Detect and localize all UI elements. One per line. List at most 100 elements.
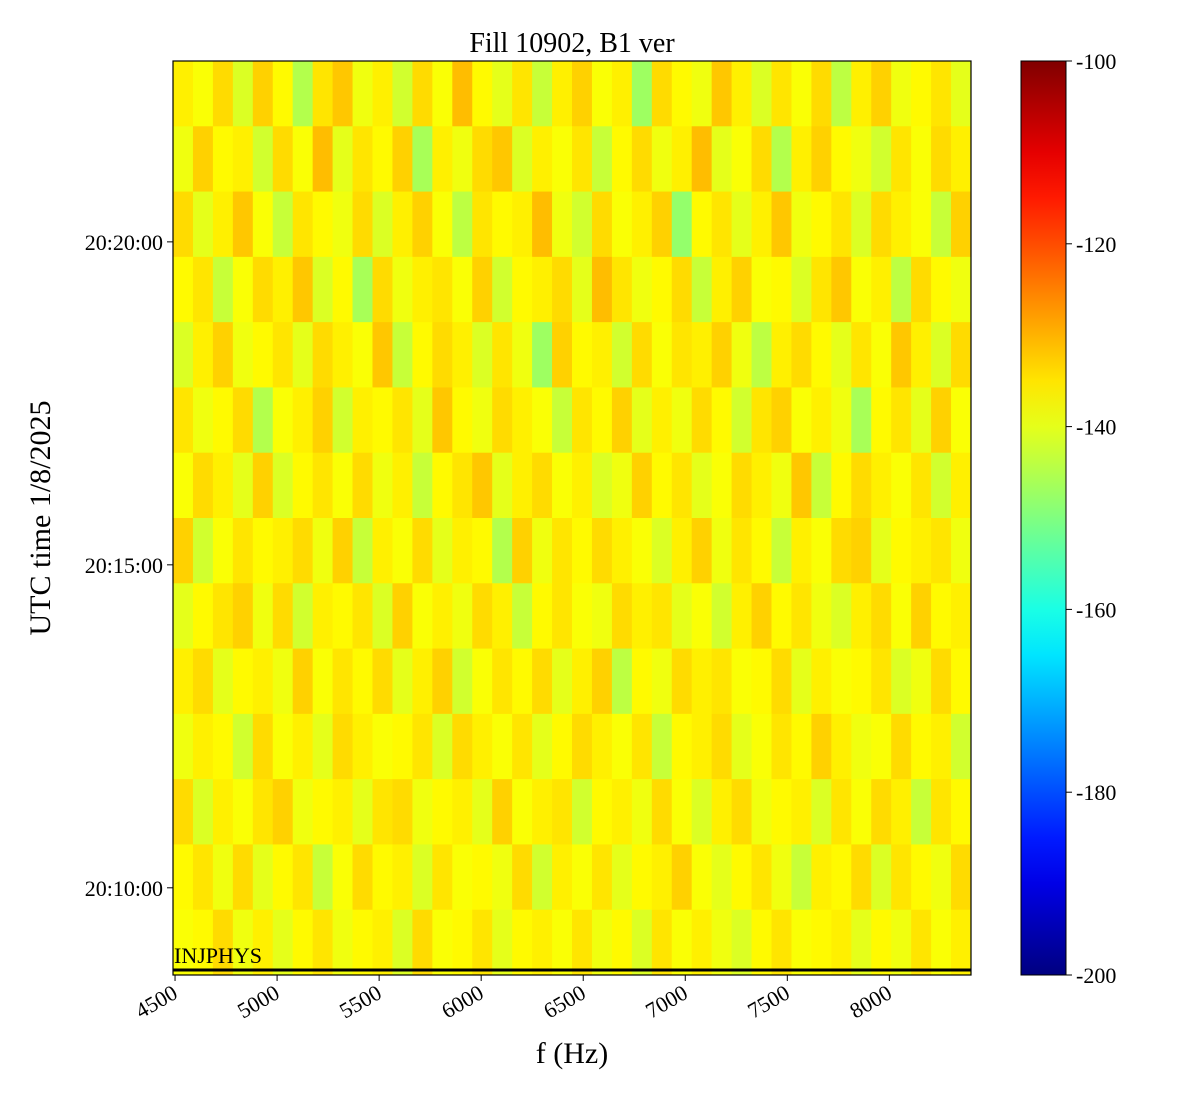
heatmap-cell bbox=[951, 518, 972, 584]
heatmap-cell bbox=[452, 452, 473, 519]
heatmap-cell bbox=[591, 518, 613, 584]
heatmap-cell bbox=[352, 256, 373, 323]
heatmap-cell bbox=[771, 256, 792, 323]
heatmap-cell bbox=[352, 126, 373, 193]
heatmap-cell bbox=[572, 256, 593, 323]
heatmap-cell bbox=[951, 61, 972, 127]
heatmap-cell bbox=[731, 713, 753, 780]
heatmap-cell bbox=[671, 126, 693, 193]
heatmap-cell bbox=[851, 191, 872, 258]
heatmap-cell bbox=[512, 648, 533, 715]
heatmap-cell bbox=[572, 452, 593, 519]
heatmap-cell bbox=[671, 713, 693, 780]
heatmap-cell bbox=[791, 909, 812, 976]
heatmap-cell bbox=[831, 583, 852, 650]
heatmap-cell bbox=[332, 61, 354, 127]
heatmap-cell bbox=[292, 126, 314, 193]
heatmap-cell bbox=[292, 61, 314, 127]
heatmap-cell bbox=[232, 452, 254, 519]
heatmap-cell bbox=[931, 191, 952, 258]
heatmap-cell bbox=[512, 452, 533, 519]
heatmap-cell bbox=[192, 518, 214, 584]
heatmap-cell bbox=[292, 713, 314, 780]
heatmap-cell bbox=[552, 518, 573, 584]
heatmap-cell bbox=[392, 61, 413, 127]
heatmap-cell bbox=[412, 648, 433, 715]
heatmap-cell bbox=[691, 909, 713, 976]
heatmap-cell bbox=[931, 779, 952, 845]
heatmap-cell bbox=[412, 779, 433, 845]
heatmap-cell bbox=[392, 256, 413, 323]
heatmap-cell bbox=[611, 779, 633, 845]
heatmap-cell bbox=[811, 713, 832, 780]
heatmap-cell bbox=[611, 713, 633, 780]
heatmap-cell bbox=[492, 518, 513, 584]
heatmap-cell bbox=[412, 844, 433, 911]
heatmap-cell bbox=[312, 518, 334, 584]
heatmap-cell bbox=[931, 322, 952, 388]
heatmap-cell bbox=[232, 909, 254, 976]
heatmap-cell bbox=[572, 909, 593, 976]
heatmap-cell bbox=[911, 256, 932, 323]
heatmap-cell bbox=[751, 322, 772, 388]
heatmap-cell bbox=[731, 909, 753, 976]
heatmap-cell bbox=[492, 583, 513, 650]
heatmap-cell bbox=[292, 648, 314, 715]
heatmap-cell bbox=[212, 779, 234, 845]
heatmap-cell bbox=[272, 452, 294, 519]
heatmap-cell bbox=[312, 256, 334, 323]
heatmap-cell bbox=[552, 387, 573, 454]
heatmap-cell bbox=[871, 518, 892, 584]
heatmap-cell bbox=[911, 909, 932, 976]
heatmap-cell bbox=[831, 191, 852, 258]
heatmap-cell bbox=[332, 713, 354, 780]
heatmap-cell bbox=[512, 256, 533, 323]
heatmap-cell bbox=[532, 126, 553, 193]
heatmap-cell bbox=[771, 322, 792, 388]
heatmap-cell bbox=[192, 648, 214, 715]
heatmap-cell bbox=[412, 191, 433, 258]
heatmap-cell bbox=[252, 779, 274, 845]
heatmap-cell bbox=[671, 322, 693, 388]
heatmap-cell bbox=[552, 779, 573, 845]
heatmap-cell bbox=[831, 909, 852, 976]
heatmap-cell bbox=[591, 909, 613, 976]
heatmap-cell bbox=[831, 322, 852, 388]
heatmap-cell bbox=[871, 844, 892, 911]
heatmap-cell bbox=[173, 583, 194, 650]
heatmap-cell bbox=[651, 583, 673, 650]
heatmap-cell bbox=[392, 583, 413, 650]
heatmap-cell bbox=[452, 256, 473, 323]
heatmap-cell bbox=[611, 322, 633, 388]
heatmap-cell bbox=[951, 452, 972, 519]
heatmap-cell bbox=[951, 191, 972, 258]
heatmap-cell bbox=[372, 844, 393, 911]
heatmap-cell bbox=[392, 126, 413, 193]
heatmap-cell bbox=[671, 387, 693, 454]
heatmap-cell bbox=[711, 844, 733, 911]
heatmap-cell bbox=[911, 452, 932, 519]
heatmap-cell bbox=[532, 518, 553, 584]
heatmap-cell bbox=[352, 452, 373, 519]
heatmap-cell bbox=[432, 909, 453, 976]
heatmap-cell bbox=[651, 322, 673, 388]
heatmap-cell bbox=[192, 322, 214, 388]
heatmap-cell bbox=[232, 779, 254, 845]
heatmap-cell bbox=[731, 387, 753, 454]
heatmap-cell bbox=[591, 583, 613, 650]
heatmap-cell bbox=[173, 779, 194, 845]
heatmap-cell bbox=[352, 387, 373, 454]
heatmap-cell bbox=[472, 844, 493, 911]
heatmap-cell bbox=[372, 191, 393, 258]
heatmap-cell bbox=[871, 61, 892, 127]
heatmap-cell bbox=[472, 648, 493, 715]
heatmap-cell bbox=[591, 713, 613, 780]
colorbar-tick-label: -160 bbox=[1076, 597, 1116, 622]
heatmap-cell bbox=[851, 518, 872, 584]
heatmap-cell bbox=[931, 256, 952, 323]
heatmap-cell bbox=[212, 844, 234, 911]
heatmap-cell bbox=[332, 191, 354, 258]
heatmap-cell bbox=[192, 191, 214, 258]
heatmap-cell bbox=[711, 583, 733, 650]
